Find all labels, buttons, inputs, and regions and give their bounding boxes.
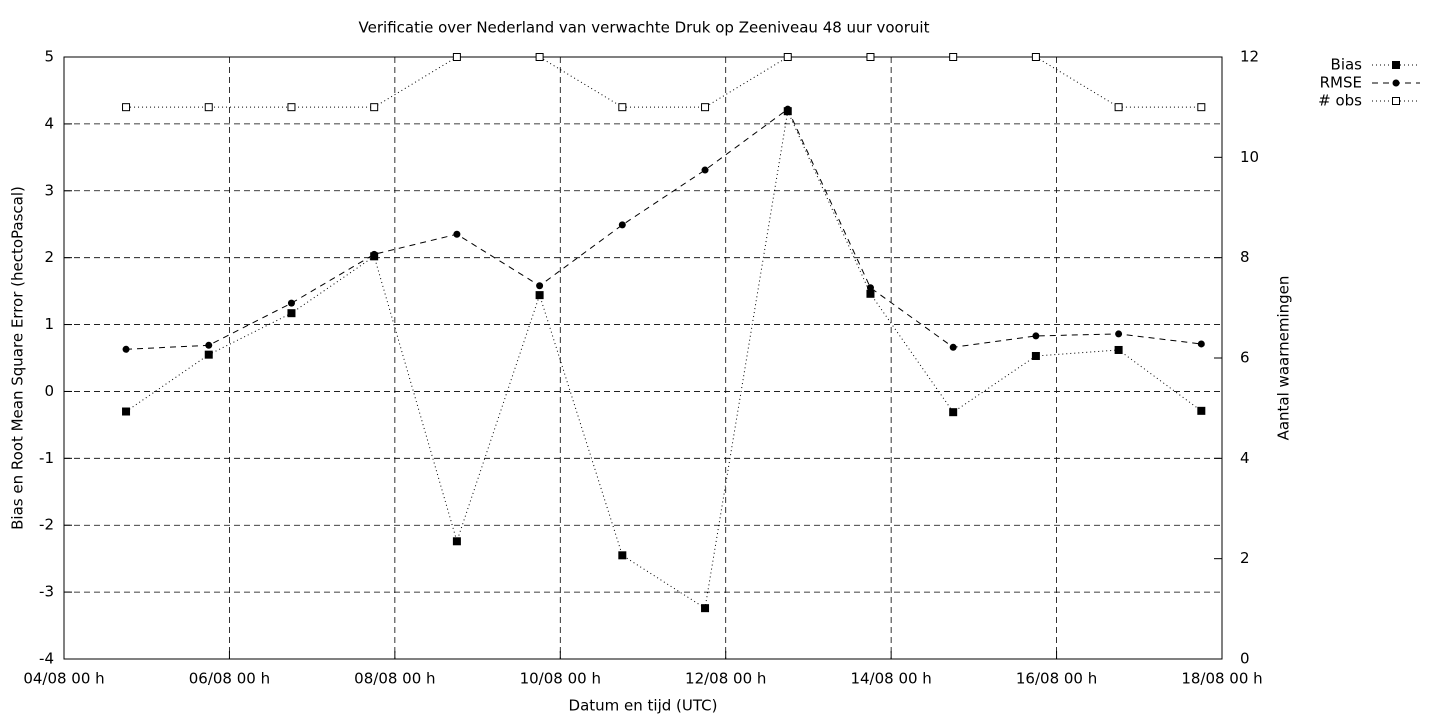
point — [1197, 103, 1206, 112]
legend-label: Bias — [1331, 56, 1363, 74]
x-tick-label: 08/08 00 h — [354, 670, 435, 688]
legend-marker — [1392, 79, 1400, 87]
legend-label: # obs — [1318, 92, 1362, 110]
y-tick-label: -3 — [39, 583, 54, 601]
point — [204, 350, 213, 359]
point — [205, 341, 213, 349]
point — [452, 53, 461, 61]
series-line — [125, 109, 1202, 609]
y2-tick-label: 2 — [1240, 549, 1250, 567]
y-tick-label: 2 — [44, 248, 54, 266]
x-tick-label: 06/08 00 h — [189, 670, 270, 688]
point — [453, 230, 461, 238]
x-tick-label: 14/08 00 h — [850, 670, 931, 688]
y2-tick-label: 12 — [1240, 48, 1259, 66]
x-tick-label: 18/08 00 h — [1181, 670, 1262, 688]
point — [701, 604, 710, 613]
chart-title: Verificatie over Nederland van verwachte… — [359, 19, 930, 37]
point — [535, 53, 544, 61]
point — [287, 103, 296, 112]
point — [618, 221, 626, 229]
point — [536, 282, 544, 290]
point — [370, 103, 379, 112]
point — [1115, 330, 1123, 338]
y-tick-label: 5 — [44, 48, 54, 66]
point — [1197, 406, 1206, 415]
point — [866, 284, 874, 292]
x-tick-label: 16/08 00 h — [1016, 670, 1097, 688]
point — [1031, 53, 1040, 61]
point — [949, 408, 958, 417]
y-tick-label: -1 — [39, 449, 54, 467]
x-tick-label: 12/08 00 h — [685, 670, 766, 688]
point — [122, 103, 131, 112]
point — [866, 289, 875, 298]
point — [1197, 340, 1205, 348]
point — [783, 53, 792, 61]
legend-marker — [1392, 61, 1400, 69]
point — [949, 53, 958, 61]
point — [618, 103, 627, 112]
point — [1114, 345, 1123, 354]
y2-tick-label: 0 — [1240, 650, 1250, 668]
point — [1114, 103, 1123, 112]
series-line — [126, 108, 1202, 350]
x-axis-label: Datum en tijd (UTC) — [569, 697, 718, 715]
y-axis-label: Bias en Root Mean Square Error (hectoPas… — [9, 186, 27, 530]
legend-marker — [1392, 97, 1400, 105]
point — [204, 103, 213, 112]
y2-axis-label: Aantal waarnemingen — [1275, 276, 1293, 441]
y-tick-label: 3 — [44, 181, 54, 199]
y-tick-label: 4 — [44, 114, 54, 132]
point — [535, 291, 544, 300]
x-tick-label: 04/08 00 h — [23, 670, 104, 688]
point — [287, 309, 296, 318]
y2-tick-label: 8 — [1240, 248, 1250, 266]
y2-tick-label: 10 — [1240, 148, 1259, 166]
point — [452, 537, 461, 546]
legend-label: RMSE — [1320, 74, 1362, 92]
point — [701, 103, 710, 112]
point — [1031, 351, 1040, 360]
point — [370, 250, 378, 258]
point — [122, 345, 130, 353]
point — [866, 53, 875, 61]
point — [287, 299, 295, 307]
y-tick-label: 0 — [44, 382, 54, 400]
point — [1032, 332, 1040, 340]
point — [701, 166, 709, 174]
plot-frame — [63, 56, 1223, 660]
y2-tick-label: 4 — [1240, 449, 1250, 467]
x-tick-label: 10/08 00 h — [520, 670, 601, 688]
y2-tick-label: 6 — [1240, 349, 1250, 367]
point — [618, 551, 627, 560]
point — [122, 407, 131, 416]
y-tick-label: -2 — [39, 516, 54, 534]
y-tick-label: -4 — [39, 650, 54, 668]
point — [949, 343, 957, 351]
y-tick-label: 1 — [44, 315, 54, 333]
point — [784, 105, 792, 113]
series-line — [126, 56, 1202, 108]
